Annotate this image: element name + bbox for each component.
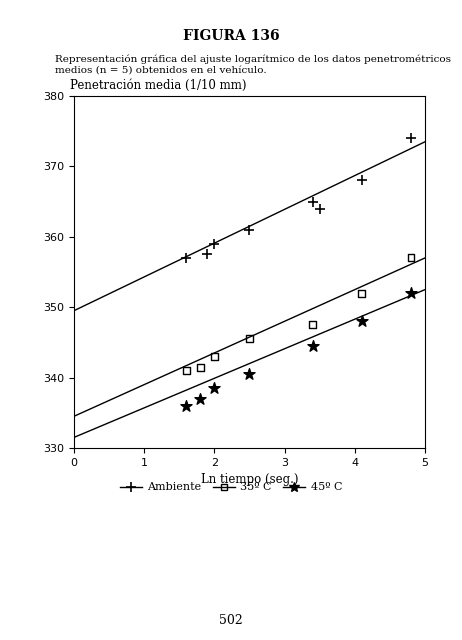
Point — [407, 288, 415, 298]
X-axis label: Ln tiempo (seg.): Ln tiempo (seg.) — [201, 473, 298, 486]
Point — [246, 369, 253, 380]
Point — [358, 288, 365, 298]
Point — [309, 196, 316, 207]
Text: FIGURA 136: FIGURA 136 — [182, 29, 280, 43]
Text: Representación gráfica del ajuste logarítmico de los datos penetrométricos: Representación gráfica del ajuste logarí… — [55, 54, 451, 64]
Text: Penetración media (1/10 mm): Penetración media (1/10 mm) — [70, 79, 247, 92]
Text: 502: 502 — [219, 614, 243, 627]
Point — [246, 334, 253, 344]
Point — [182, 401, 190, 411]
Point — [358, 175, 365, 186]
Point — [316, 204, 323, 214]
Point — [182, 253, 190, 263]
Point — [246, 225, 253, 235]
Point — [309, 341, 316, 351]
Text: medios (n = 5) obtenidos en el vehículo.: medios (n = 5) obtenidos en el vehículo. — [55, 65, 267, 74]
Point — [407, 133, 415, 143]
Point — [211, 239, 218, 249]
Point — [182, 365, 190, 376]
Point — [197, 394, 204, 404]
Point — [211, 351, 218, 362]
Point — [309, 320, 316, 330]
Point — [197, 362, 204, 372]
Point — [211, 383, 218, 394]
Point — [407, 253, 415, 263]
Point — [204, 250, 211, 260]
Point — [358, 316, 365, 326]
Legend: Ambiente, 35º C, 45º C: Ambiente, 35º C, 45º C — [115, 478, 347, 497]
